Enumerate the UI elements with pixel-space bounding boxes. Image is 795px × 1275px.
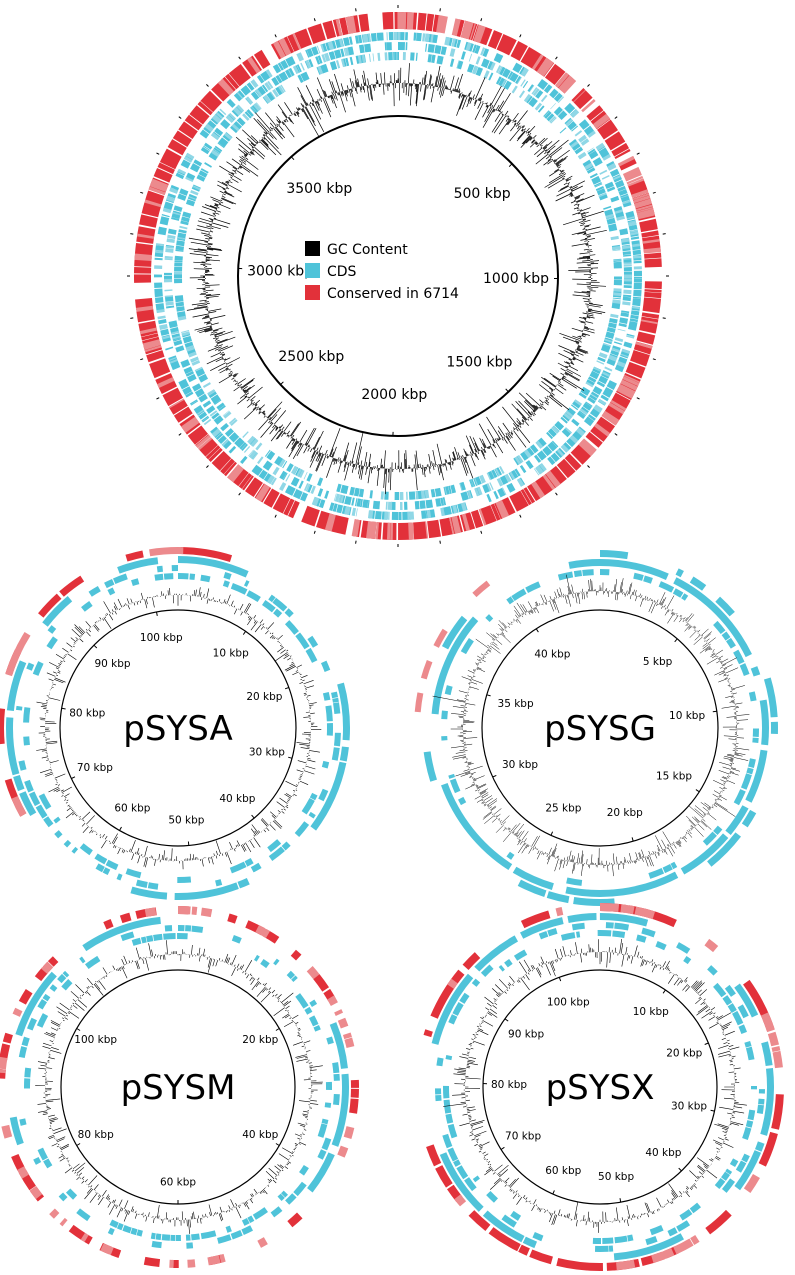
psysm-backbone-ticks (76, 1028, 280, 1204)
label-10-kbp: 10 kbp (633, 1006, 669, 1018)
psysx-name: pSYSX (546, 1068, 655, 1108)
label-3000-kbp: 3000 kbp (247, 263, 313, 279)
psysa-backbone-ticks (61, 611, 293, 846)
label-10-kbp: 10 kbp (213, 647, 249, 659)
label-80-kbp: 80 kbp (78, 1129, 114, 1141)
psysx-position-labels: 100 kbp 10 kbp 90 kbp 20 kbp 80 kbp 30 k… (491, 996, 707, 1183)
chromosome-map: 3500 kbp 500 kbp 3000 kbp 1000 kbp 2500 … (127, 5, 669, 547)
label-100-kbp: 100 kbp (140, 632, 183, 644)
label-20-kbp: 20 kbp (607, 807, 643, 819)
psysa-name: pSYSA (123, 709, 232, 749)
label-50-kbp: 50 kbp (168, 814, 204, 826)
psysg-conserved-ring-3 (414, 580, 491, 713)
legend-label-conserved: Conserved in 6714 (327, 286, 459, 302)
chromosome-gc-content-track (186, 63, 607, 495)
label-70-kbp: 70 kbp (77, 762, 113, 774)
label-40-kbp: 40 kbp (242, 1129, 278, 1141)
legend-label-cds: CDS (327, 264, 357, 280)
label-30-kbp: 30 kbp (502, 759, 538, 771)
psysg-map: pSYSG 40 kbp 5 kbp 35 kbp 10 kbp 30 kbp … (414, 550, 779, 906)
psysx-backbone-ticks (483, 977, 715, 1203)
psysm-name: pSYSM (121, 1068, 236, 1108)
label-2000-kbp: 2000 kbp (361, 387, 427, 403)
legend-swatch-cds (305, 263, 320, 278)
label-100-kbp: 100 kbp (547, 996, 590, 1008)
psysg-backbone (481, 609, 719, 847)
label-20-kbp: 20 kbp (666, 1048, 702, 1060)
psysa-map: pSYSA 100 kbp 10 kbp 90 kbp 20 kbp 80 kb… (0, 547, 351, 901)
legend-swatch-conserved (305, 285, 320, 300)
label-40-kbp: 40 kbp (645, 1147, 681, 1159)
psysa-tracks (0, 547, 351, 901)
psysm-tracks (0, 906, 360, 1269)
label-60-kbp: 60 kbp (160, 1177, 196, 1189)
legend: GC Content CDS Conserved in 6714 (305, 241, 459, 302)
chromosome-tracks (127, 5, 669, 547)
chromosome-scale-ticks (127, 5, 669, 547)
label-60-kbp: 60 kbp (545, 1165, 581, 1177)
chromosome-position-labels: 3500 kbp 500 kbp 3000 kbp 1000 kbp 2500 … (247, 181, 549, 403)
label-50-kbp: 50 kbp (598, 1171, 634, 1183)
label-90-kbp: 90 kbp (508, 1029, 544, 1041)
chromosome-backbone-ticks (238, 156, 558, 436)
label-30-kbp: 30 kbp (671, 1100, 707, 1112)
label-1500-kbp: 1500 kbp (446, 354, 512, 370)
psysg-name: pSYSG (544, 709, 656, 749)
legend-label-gc: GC Content (327, 242, 408, 258)
label-2500-kbp: 2500 kbp (278, 349, 344, 365)
label-1000-kbp: 1000 kbp (483, 271, 549, 287)
psysg-tracks (414, 550, 779, 906)
label-70-kbp: 70 kbp (505, 1130, 541, 1142)
label-40-kbp: 40 kbp (534, 649, 570, 661)
label-35-kbp: 35 kbp (498, 698, 534, 710)
label-80-kbp: 80 kbp (69, 707, 105, 719)
label-10-kbp: 10 kbp (669, 710, 705, 722)
psysa-backbone (59, 609, 297, 847)
label-20-kbp: 20 kbp (242, 1034, 278, 1046)
legend-swatch-gc (305, 241, 320, 256)
label-3500-kbp: 3500 kbp (286, 181, 352, 197)
label-500-kbp: 500 kbp (454, 186, 511, 202)
psysg-position-labels: 40 kbp 5 kbp 35 kbp 10 kbp 30 kbp 15 kbp… (498, 649, 706, 820)
label-30-kbp: 30 kbp (249, 746, 285, 758)
psysg-gc-content-track (432, 574, 750, 877)
label-20-kbp: 20 kbp (246, 691, 282, 703)
psysm-map: pSYSM 100 kbp 20 kbp 80 kbp 40 kbp 60 kb… (0, 906, 360, 1269)
psysg-backbone-ticks (486, 628, 717, 842)
psysm-gc-content-track (35, 940, 323, 1234)
label-15-kbp: 15 kbp (656, 770, 692, 782)
psysx-backbone (482, 969, 718, 1205)
label-5-kbp: 5 kbp (643, 656, 673, 668)
psysx-map: pSYSX 100 kbp 10 kbp 90 kbp 20 kbp 80 kb… (423, 903, 784, 1272)
psysa-gc-content-track (36, 587, 322, 870)
label-100-kbp: 100 kbp (74, 1034, 117, 1046)
label-60-kbp: 60 kbp (114, 803, 150, 815)
label-90-kbp: 90 kbp (94, 658, 130, 670)
psysa-position-labels: 100 kbp 10 kbp 90 kbp 20 kbp 80 kbp 30 k… (69, 632, 285, 826)
label-40-kbp: 40 kbp (219, 793, 255, 805)
label-80-kbp: 80 kbp (491, 1079, 527, 1091)
psysm-position-labels: 100 kbp 20 kbp 80 kbp 40 kbp 60 kbp (74, 1034, 278, 1189)
label-25-kbp: 25 kbp (545, 803, 581, 815)
chromosome-backbone (237, 115, 559, 437)
